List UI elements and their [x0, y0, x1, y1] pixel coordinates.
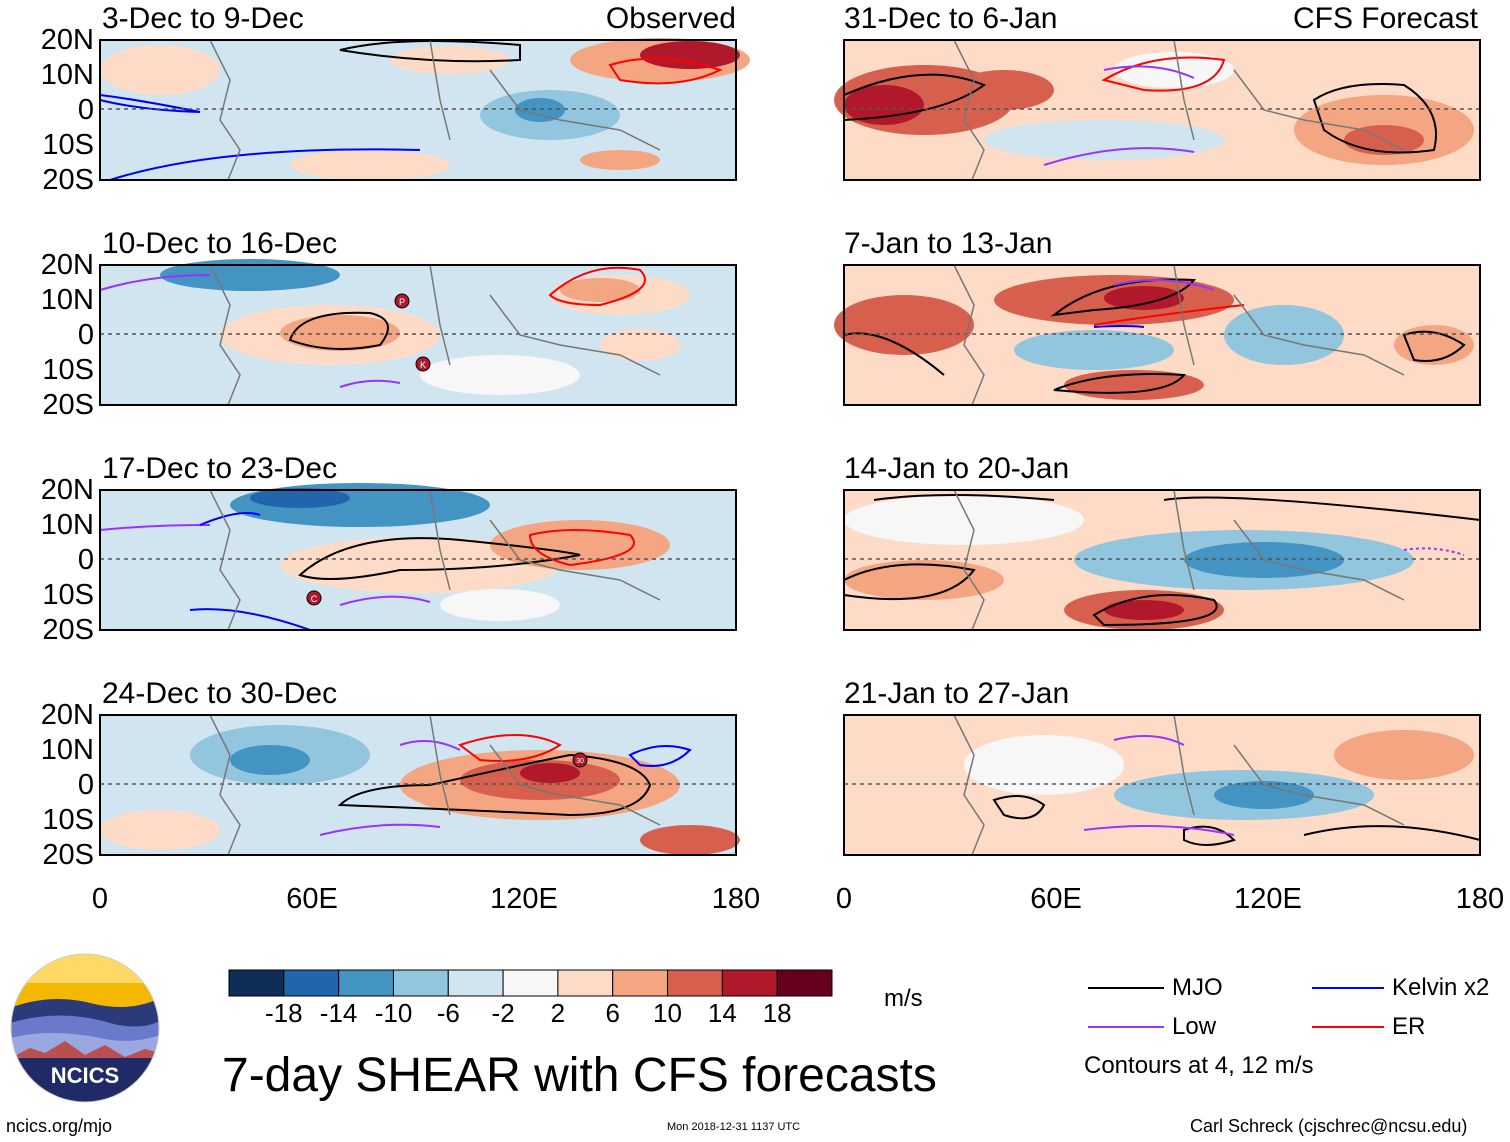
lat-label: 0 [77, 94, 94, 126]
svg-text:K: K [420, 360, 426, 370]
lat-label: 10S [42, 579, 94, 611]
colorbar-tick-label: 10 [653, 998, 682, 1028]
lat-label: 0 [77, 319, 94, 351]
map-panel [843, 714, 1481, 856]
lat-label: 20S [42, 389, 94, 421]
legend-swatch-low [1088, 1026, 1164, 1028]
lon-label: 0 [91, 883, 109, 915]
svg-text:C: C [311, 594, 318, 604]
lat-label: 20N [40, 24, 94, 56]
colorbar-swatch [283, 969, 340, 997]
lat-label: 10N [40, 284, 94, 316]
colorbar-swatch [667, 969, 723, 997]
ncics-logo: NCICS [10, 953, 160, 1103]
panel-title: 24-Dec to 30-Dec [102, 677, 338, 710]
lat-label: 0 [77, 544, 94, 576]
colorbar-tick-label: 18 [762, 998, 792, 1028]
colorbar-tick-label: 14 [707, 998, 737, 1028]
figure-title: 7-day SHEAR with CFS forecasts [222, 1049, 937, 1102]
storm-icon: P [394, 293, 410, 309]
legend-swatch-mjo [1088, 987, 1164, 989]
map-panel: P K [99, 259, 737, 406]
colorbar-tick-label: -6 [436, 998, 460, 1028]
colorbar-tick-label: -18 [265, 998, 303, 1028]
lon-label: 0 [835, 883, 853, 915]
logo-text: NCICS [51, 1063, 119, 1088]
colorbar-swatch [392, 969, 449, 997]
lat-label: 10N [40, 59, 94, 91]
legend-label-kelvin: Kelvin x2 [1392, 974, 1490, 1001]
lat-label: 20S [42, 839, 94, 871]
lat-label: 20N [40, 699, 94, 731]
colorbar-tick-label: -2 [491, 998, 515, 1028]
lat-label: 20N [40, 249, 94, 281]
lat-label: 20N [40, 474, 94, 506]
footer-timestamp: Mon 2018-12-31 1137 UTC [667, 1121, 801, 1133]
lat-label: 0 [77, 769, 94, 801]
lat-label: 10S [42, 804, 94, 836]
lon-label: 120E [1234, 883, 1302, 915]
colorbar-swatch [557, 969, 614, 997]
colorbar-swatch [228, 969, 285, 997]
colorbar-tick-label: -10 [374, 998, 413, 1028]
map-panel [843, 489, 1481, 631]
panel-title: 17-Dec to 23-Dec [102, 452, 338, 485]
forecast-label: CFS Forecast [1292, 2, 1478, 35]
contour-note: Contours at 4, 12 m/s [1084, 1052, 1314, 1079]
storm-icon: 30 [572, 752, 588, 768]
observed-label: Observed [605, 2, 736, 35]
legend-label-er: ER [1392, 1013, 1426, 1040]
lon-label: 120E [490, 883, 558, 915]
legend-label-low: Low [1172, 1013, 1217, 1040]
panel-title: 3-Dec to 9-Dec [102, 2, 304, 35]
panel-title: 7-Jan to 13-Jan [844, 227, 1053, 260]
map-panel: C [99, 483, 737, 631]
footer-credit: Carl Schreck (cjschrec@ncsu.edu) [1190, 1116, 1468, 1136]
colorbar-swatch [447, 969, 504, 997]
lat-label: 20S [42, 614, 94, 646]
colorbar-tick-label: 2 [550, 998, 566, 1028]
colorbar-swatch [502, 969, 559, 997]
colorbar-swatch [721, 969, 778, 997]
lon-label: 60E [1030, 883, 1082, 915]
svg-text:P: P [399, 297, 405, 307]
lon-label: 60E [286, 883, 338, 915]
colorbar-swatch [338, 969, 394, 997]
colorbar-units: m/s [884, 985, 923, 1012]
lat-label: 10S [42, 354, 94, 386]
storm-icon: K [415, 356, 431, 372]
lat-label: 20S [42, 164, 94, 196]
colorbar-tick-label: -14 [319, 998, 358, 1028]
panel-title: 31-Dec to 6-Jan [844, 2, 1058, 35]
colorbar-swatch [612, 969, 669, 997]
svg-text:30: 30 [576, 758, 584, 765]
legend-swatch-kelvin [1312, 987, 1384, 989]
storm-icon: C [306, 590, 322, 606]
legend-swatch-er [1312, 1026, 1384, 1028]
lat-label: 10N [40, 734, 94, 766]
map-panel [834, 264, 1481, 406]
colorbar-swatch [776, 969, 833, 997]
lat-label: 10S [42, 129, 94, 161]
legend-label-mjo: MJO [1172, 974, 1223, 1001]
lon-label: 180 [711, 883, 761, 915]
lon-label: 180 [1455, 883, 1505, 915]
colorbar-tick-label: 6 [605, 998, 620, 1028]
lat-label: 10N [40, 509, 94, 541]
map-panel [99, 38, 750, 181]
panel-title: 10-Dec to 16-Dec [102, 227, 338, 260]
map-panel [834, 39, 1481, 181]
panel-title: 21-Jan to 27-Jan [844, 677, 1070, 710]
map-panel: 30 [99, 714, 740, 856]
footer-url: ncics.org/mjo [6, 1116, 113, 1136]
panel-title: 14-Jan to 20-Jan [844, 452, 1070, 485]
colorbar [228, 969, 833, 997]
